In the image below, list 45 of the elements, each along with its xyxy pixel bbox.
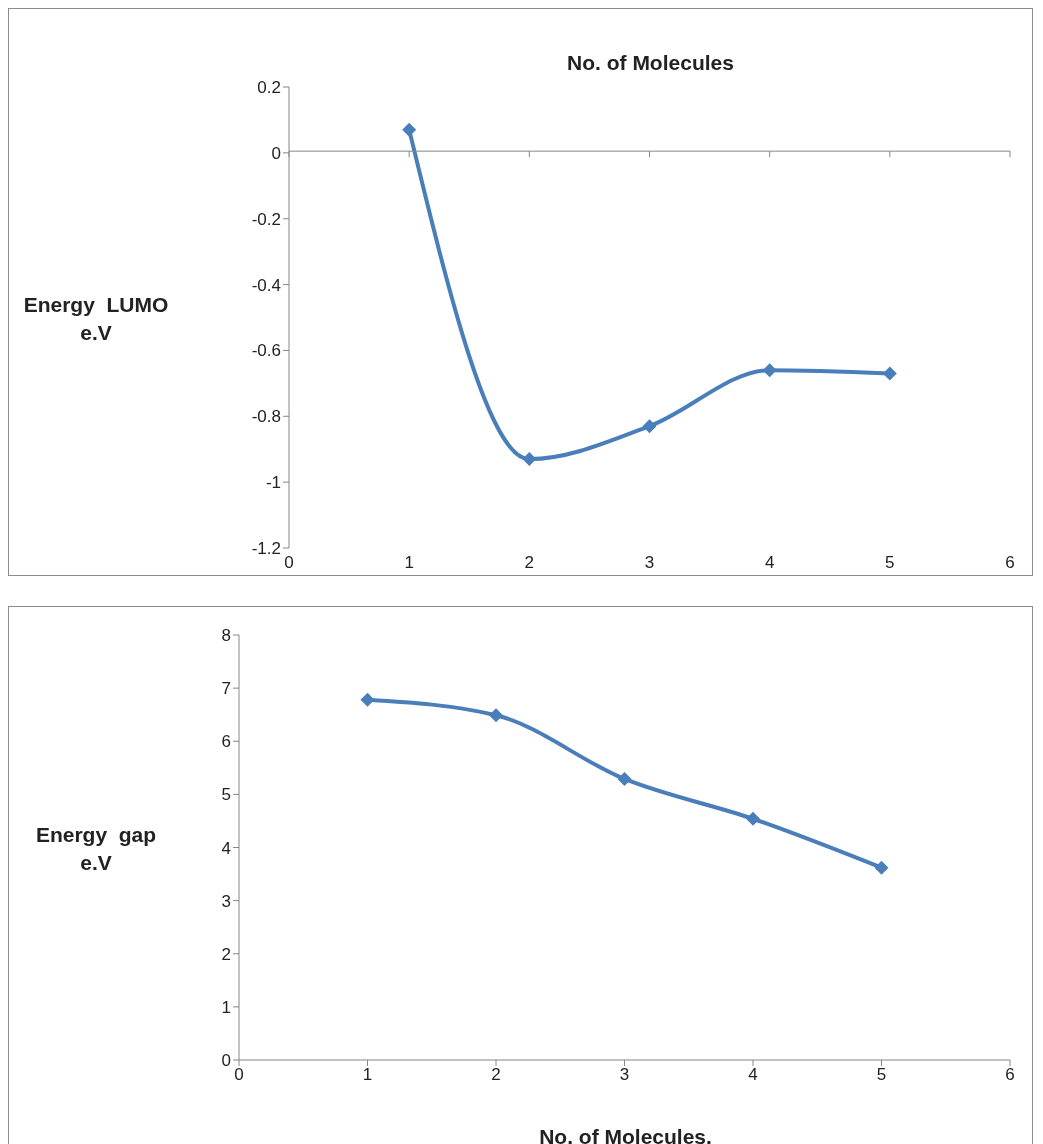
y-tick-label: 1: [221, 997, 231, 1017]
y-tick-label: -1.2: [251, 539, 281, 559]
x-tick-label: 4: [748, 1065, 758, 1085]
y-tick-label: -0.6: [251, 341, 281, 361]
y-tick-label: 2: [221, 944, 231, 964]
point: [746, 811, 760, 826]
y-tick-label: 6: [221, 732, 231, 752]
x-tick-label: 2: [524, 553, 535, 573]
point: [882, 366, 897, 381]
point: [762, 363, 777, 378]
x-axis-title: No. of Molecules.: [538, 1125, 713, 1144]
x-tick-label: 2: [491, 1065, 501, 1085]
x-tick-label: 5: [876, 1065, 887, 1085]
y-tick-label: -0.4: [251, 275, 281, 295]
y-tick-label: 3: [221, 891, 231, 911]
x-tick-label: 4: [764, 553, 775, 573]
y-tick-label: -1: [265, 473, 281, 493]
x-tick-label: 3: [619, 1065, 630, 1085]
point: [402, 122, 417, 137]
y-tick-label: -0.8: [251, 407, 281, 427]
point: [617, 771, 632, 786]
y-tick-label: 0: [221, 1051, 231, 1071]
x-tick-label: 3: [644, 553, 655, 573]
y-tick-label: 0: [271, 143, 281, 163]
y-tick-label: 0.2: [257, 78, 281, 98]
point: [522, 452, 537, 467]
point: [874, 860, 889, 875]
y-tick-label: 4: [221, 838, 231, 858]
x-tick-label: 1: [404, 553, 414, 573]
x-tick-label: 0: [284, 553, 294, 573]
y-axis-title: Energy gap e.V: [34, 821, 158, 876]
y-axis-title: Energy LUMO e.V: [22, 291, 170, 346]
y-tick-label: -0.2: [251, 209, 281, 229]
x-tick-label: 6: [1005, 553, 1015, 573]
point: [360, 692, 375, 707]
y-tick-label: 7: [221, 679, 231, 699]
y-tick-label: 8: [221, 626, 231, 646]
point: [642, 419, 657, 434]
x-tick-label: 5: [885, 553, 895, 573]
x-tick-label: 1: [362, 1065, 373, 1085]
x-axis-title: No. of Molecules: [566, 51, 735, 75]
x-tick-label: 0: [234, 1065, 244, 1085]
y-tick-label: 5: [221, 785, 231, 805]
point: [489, 708, 503, 723]
x-tick-label: 6: [1005, 1065, 1015, 1085]
